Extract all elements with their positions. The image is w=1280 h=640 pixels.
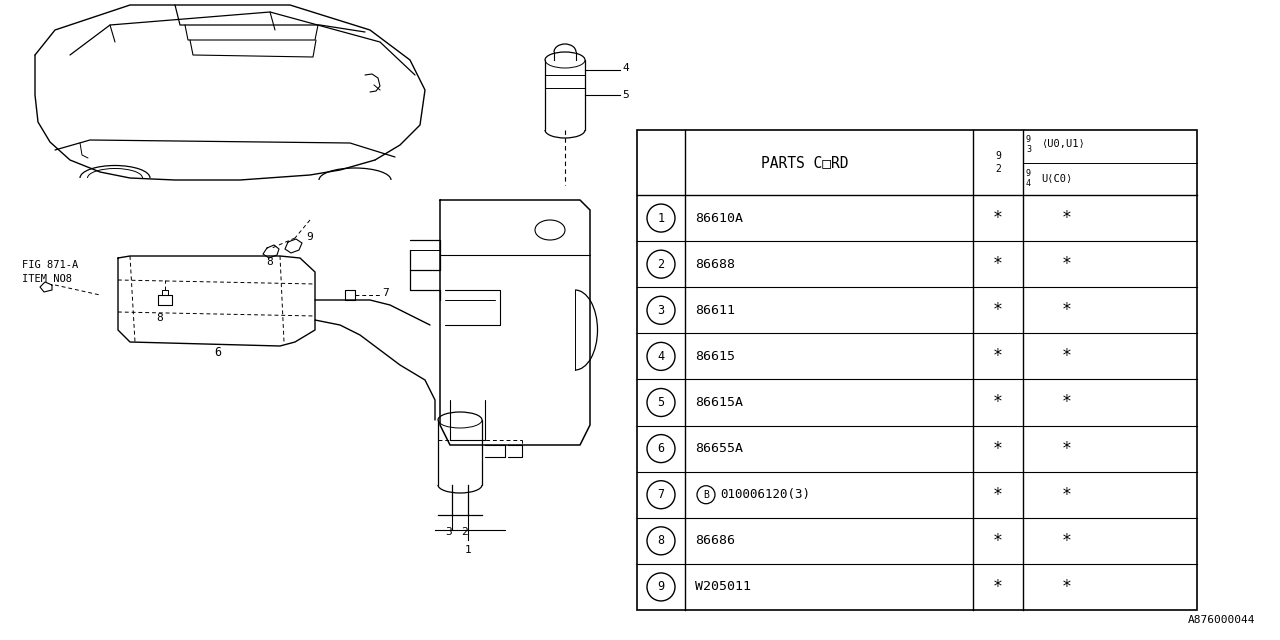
Text: 6: 6 <box>215 346 221 358</box>
Text: *: * <box>993 209 1004 227</box>
Text: *: * <box>993 394 1004 412</box>
Text: 8: 8 <box>266 257 274 267</box>
Text: 3: 3 <box>658 304 664 317</box>
Text: PARTS C□RD: PARTS C□RD <box>762 155 849 170</box>
Text: 1: 1 <box>465 545 471 555</box>
Text: *: * <box>1061 532 1071 550</box>
Text: *: * <box>993 255 1004 273</box>
Text: 9
2: 9 2 <box>995 151 1001 173</box>
Text: *: * <box>993 532 1004 550</box>
Text: ⟨U0,U1⟩: ⟨U0,U1⟩ <box>1041 140 1084 149</box>
Text: *: * <box>1061 486 1071 504</box>
Text: *: * <box>1061 255 1071 273</box>
Bar <box>637 130 1197 610</box>
Text: U⟨C0⟩: U⟨C0⟩ <box>1041 173 1073 184</box>
Text: 9
4: 9 4 <box>1027 170 1030 188</box>
Text: *: * <box>993 301 1004 319</box>
Text: 86615: 86615 <box>695 350 735 363</box>
Text: 8: 8 <box>658 534 664 547</box>
Text: 6: 6 <box>658 442 664 455</box>
Text: 5: 5 <box>622 90 628 100</box>
Text: *: * <box>1061 301 1071 319</box>
Text: 86615A: 86615A <box>695 396 742 409</box>
Text: 86655A: 86655A <box>695 442 742 455</box>
Text: 3: 3 <box>445 527 452 537</box>
Text: 2: 2 <box>658 258 664 271</box>
Text: 86611: 86611 <box>695 304 735 317</box>
Text: 86610A: 86610A <box>695 212 742 225</box>
Text: *: * <box>1061 209 1071 227</box>
Text: 7: 7 <box>658 488 664 501</box>
Text: 86688: 86688 <box>695 258 735 271</box>
Text: 8: 8 <box>156 313 164 323</box>
Text: 1: 1 <box>658 212 664 225</box>
Text: 5: 5 <box>658 396 664 409</box>
Text: FIG 871-A
ITEM NO8: FIG 871-A ITEM NO8 <box>22 260 78 284</box>
Text: B: B <box>703 490 709 500</box>
Text: *: * <box>993 578 1004 596</box>
Text: *: * <box>1061 348 1071 365</box>
Text: 4: 4 <box>622 63 628 73</box>
Text: 9: 9 <box>306 232 312 242</box>
Text: A876000044: A876000044 <box>1188 615 1254 625</box>
Text: 7: 7 <box>381 288 389 298</box>
Text: 9
3: 9 3 <box>1027 135 1030 154</box>
Text: *: * <box>993 486 1004 504</box>
Text: *: * <box>993 440 1004 458</box>
Text: *: * <box>993 348 1004 365</box>
Text: *: * <box>1061 440 1071 458</box>
Text: W205011: W205011 <box>695 580 751 593</box>
Text: *: * <box>1061 578 1071 596</box>
Text: 9: 9 <box>658 580 664 593</box>
Text: 4: 4 <box>658 350 664 363</box>
Text: 86686: 86686 <box>695 534 735 547</box>
Text: *: * <box>1061 394 1071 412</box>
Text: 2: 2 <box>461 527 468 537</box>
Text: 010006120(3): 010006120(3) <box>719 488 810 501</box>
